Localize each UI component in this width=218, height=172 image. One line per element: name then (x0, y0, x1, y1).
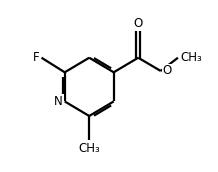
Text: CH₃: CH₃ (78, 142, 100, 155)
Text: F: F (33, 51, 40, 64)
Text: CH₃: CH₃ (180, 51, 202, 64)
Text: O: O (163, 64, 172, 77)
Text: N: N (54, 95, 63, 108)
Text: O: O (134, 17, 143, 30)
